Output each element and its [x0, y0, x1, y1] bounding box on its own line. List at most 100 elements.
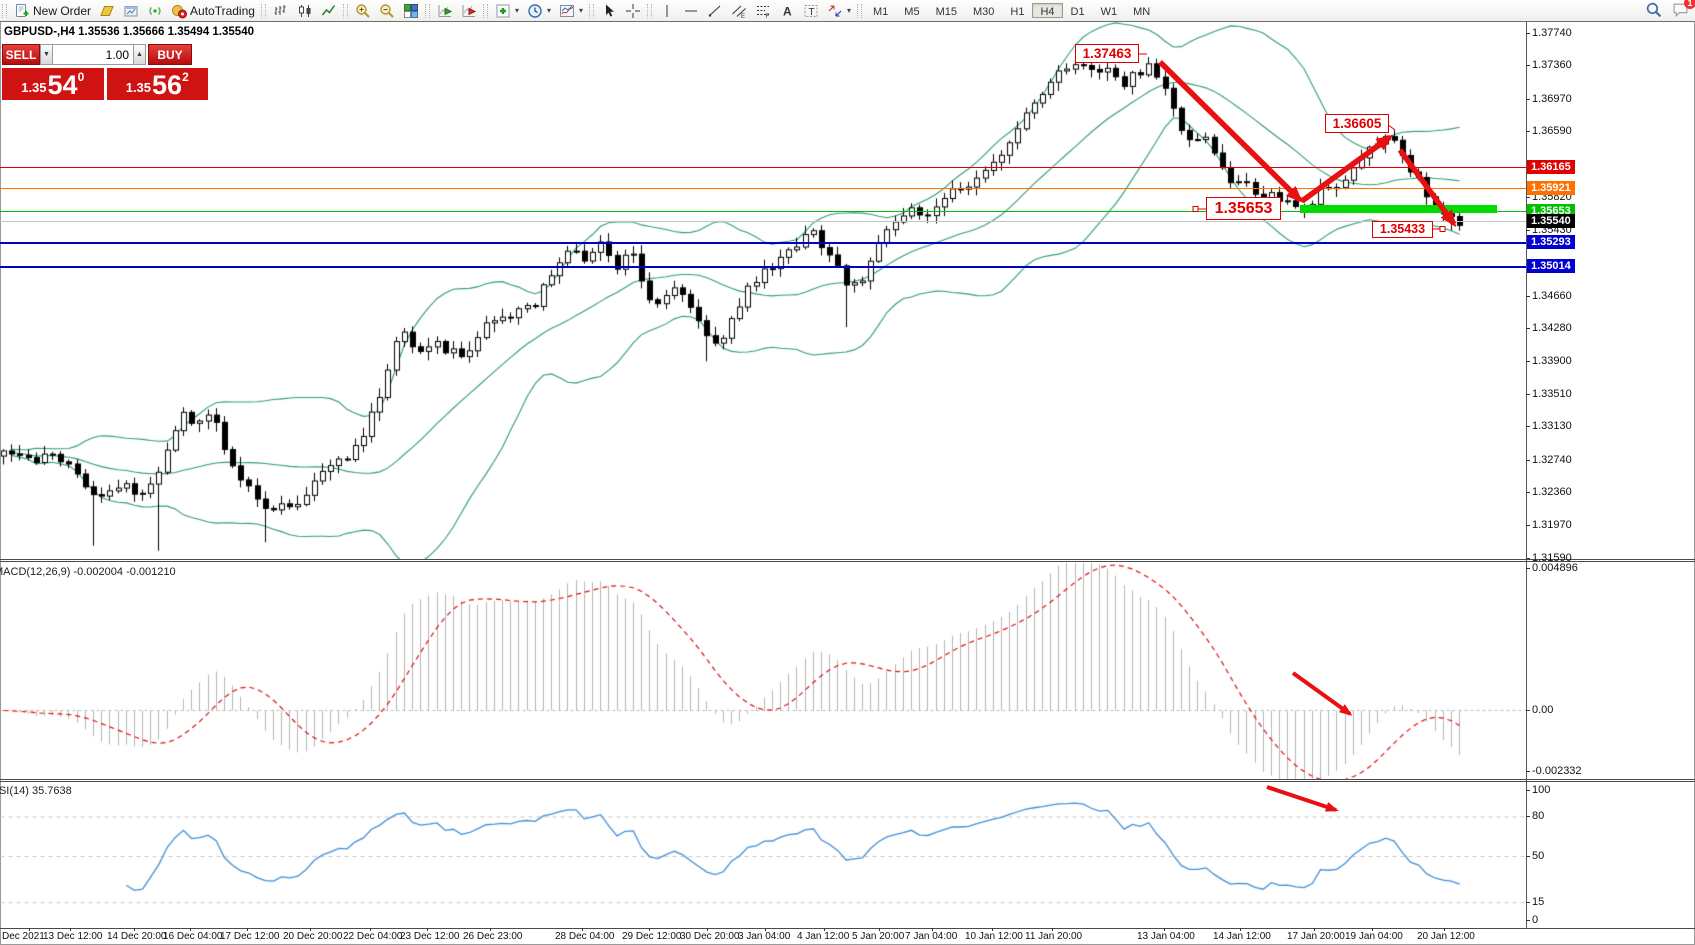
macd-tick-label: 0.004896 — [1532, 562, 1578, 574]
price-tick-label: 1.34280 — [1532, 322, 1572, 334]
annotation-swing-low[interactable]: 1.35433 — [1372, 221, 1433, 238]
timeframe-m15-button[interactable]: M15 — [928, 3, 965, 18]
time-label: 17 Dec 12:00 — [220, 931, 280, 942]
arrows-icon — [827, 3, 843, 19]
open-charts-button[interactable] — [119, 1, 143, 20]
signal-icon — [147, 3, 163, 19]
search-button[interactable] — [1645, 1, 1662, 21]
pane-separator[interactable] — [0, 559, 1695, 560]
sell-button[interactable]: SELL — [2, 44, 40, 65]
annotation-swing-high[interactable]: 1.37463 — [1075, 44, 1139, 63]
zoom-out-button[interactable] — [375, 1, 399, 20]
crosshair-button[interactable] — [621, 1, 645, 20]
time-label: 22 Dec 04:00 — [343, 931, 403, 942]
period-button[interactable]: ▾ — [523, 1, 555, 20]
chat-button[interactable]: 1 — [1672, 0, 1695, 21]
autotrading-button[interactable]: AutoTrading — [167, 1, 259, 20]
time-label: 4 Jan 12:00 — [797, 931, 850, 942]
trendline-icon — [707, 3, 723, 19]
rsi-indicator-pane[interactable] — [0, 782, 1526, 928]
new-order-button[interactable]: New Order — [10, 1, 95, 20]
volume-down-button[interactable]: ▼ — [40, 44, 53, 65]
hline-1.36165[interactable] — [0, 167, 1526, 168]
support-zone-band[interactable] — [1300, 205, 1497, 213]
arrows-tool[interactable]: ▾ — [823, 1, 855, 20]
tile-windows-button[interactable] — [399, 1, 423, 20]
timeframe-m5-button[interactable]: M5 — [896, 3, 927, 18]
add-indicator-button[interactable]: ▾ — [491, 1, 523, 20]
price-tick-label: 1.37740 — [1532, 27, 1572, 39]
time-tick — [29, 928, 30, 931]
time-tick — [427, 928, 428, 931]
price-tick-label: 1.31970 — [1532, 519, 1572, 531]
text-label-tool[interactable]: T — [799, 1, 823, 20]
indicator-separate-window-button[interactable] — [457, 1, 481, 20]
macd-tick-label: -0.002332 — [1532, 765, 1582, 777]
svg-text:E: E — [741, 14, 745, 19]
channel-tool[interactable]: E — [727, 1, 751, 20]
timeframe-m1-button[interactable]: M1 — [865, 3, 896, 18]
cursor-button[interactable] — [597, 1, 621, 20]
candlestick-chart-button[interactable] — [293, 1, 317, 20]
price-tick-label: 1.32360 — [1532, 486, 1572, 498]
rsi-tick — [1526, 816, 1530, 817]
time-label: 7 Jan 04:00 — [905, 931, 958, 942]
chart-profile-button[interactable] — [95, 1, 119, 20]
buy-button[interactable]: BUY — [148, 44, 192, 65]
hline-1.35293[interactable] — [0, 242, 1526, 244]
time-tick — [190, 928, 191, 931]
macd-tick — [1526, 710, 1530, 711]
price-tick — [1526, 525, 1530, 526]
macd-tick-label: 0.00 — [1532, 704, 1554, 716]
timeframe-d1-button[interactable]: D1 — [1063, 3, 1093, 18]
price-level-badge: 1.36165 — [1527, 160, 1575, 174]
time-tick — [310, 928, 311, 931]
cursor-icon — [601, 3, 617, 19]
hline-1.35014[interactable] — [0, 266, 1526, 268]
signals-button[interactable] — [143, 1, 167, 20]
timeframe-h4-button[interactable]: H4 — [1032, 3, 1063, 18]
time-tick — [1444, 928, 1445, 931]
timeframe-w1-button[interactable]: W1 — [1093, 3, 1126, 18]
chart-title: GBPUSD-,H4 1.35536 1.35666 1.35494 1.355… — [4, 26, 254, 38]
pane-separator[interactable] — [0, 779, 1695, 780]
price-chart[interactable] — [0, 22, 1526, 559]
line-chart-button[interactable] — [317, 1, 341, 20]
timeframe-mn-button[interactable]: MN — [1125, 3, 1158, 18]
horizontal-line-tool[interactable] — [679, 1, 703, 20]
trendline-tool[interactable] — [703, 1, 727, 20]
pane-separator — [0, 781, 1695, 782]
timeframe-m30-button[interactable]: M30 — [965, 3, 1002, 18]
volume-up-button[interactable]: ▲ — [133, 44, 146, 65]
price-tick — [1526, 230, 1530, 231]
vertical-line-tool[interactable] — [655, 1, 679, 20]
template-icon — [559, 3, 575, 19]
template-button[interactable]: ▾ — [555, 1, 587, 20]
price-tick — [1526, 558, 1530, 559]
notification-badge: 1 — [1684, 0, 1695, 9]
time-label: Dec 2021 — [2, 931, 45, 942]
hline-1.35653[interactable] — [0, 211, 1526, 212]
indicator-window-button[interactable] — [433, 1, 457, 20]
hline-1.35921[interactable] — [0, 188, 1526, 189]
svg-text:F: F — [766, 14, 770, 19]
hline-1.35540[interactable] — [0, 221, 1526, 222]
time-tick — [1240, 928, 1241, 931]
zoom-in-button[interactable] — [351, 1, 375, 20]
annotation-lower-high[interactable]: 1.36605 — [1325, 114, 1389, 133]
time-label: 30 Dec 20:00 — [680, 931, 740, 942]
annotation-support[interactable]: 1.35653 — [1206, 197, 1281, 220]
fibonacci-tool[interactable]: F — [751, 1, 775, 20]
price-level-badge: 1.35921 — [1527, 181, 1575, 195]
time-tick — [1372, 928, 1373, 931]
channel-icon: E — [731, 3, 747, 19]
rsi-tick-label: 80 — [1532, 810, 1545, 822]
time-label: 20 Dec 20:00 — [283, 931, 343, 942]
timeframe-h1-button[interactable]: H1 — [1002, 3, 1032, 18]
price-tick — [1526, 131, 1530, 132]
text-tool[interactable]: A — [775, 1, 799, 20]
macd-indicator-pane[interactable] — [0, 563, 1526, 779]
volume-input[interactable] — [53, 44, 133, 65]
price-tick — [1526, 328, 1530, 329]
bar-chart-button[interactable] — [269, 1, 293, 20]
